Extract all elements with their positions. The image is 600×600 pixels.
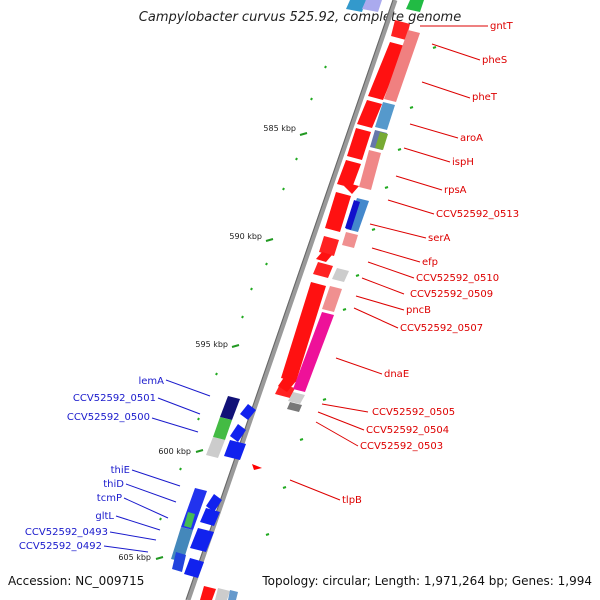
gene-label-dnaE: dnaE <box>384 369 409 380</box>
gene-label-CCV52592_0505: CCV52592_0505 <box>372 407 455 418</box>
scale-label: 605 kbp <box>118 553 151 562</box>
gene-label-lemA: lemA <box>138 376 164 387</box>
gene-label-CCV52592_0503: CCV52592_0503 <box>360 441 443 452</box>
inner-dots <box>265 46 437 536</box>
gene-label-serA: serA <box>428 233 450 244</box>
gene-label-gltL: gltL <box>95 511 114 522</box>
gene-label-rpsA: rpsA <box>444 185 467 196</box>
gene-label-gntT: gntT <box>490 21 514 32</box>
scale-label: 600 kbp <box>158 447 191 456</box>
gene-label-CCV52592_0513: CCV52592_0513 <box>436 209 519 220</box>
tlpB-marker <box>252 464 262 470</box>
gene-label-CCV52592_0492: CCV52592_0492 <box>19 541 102 552</box>
forward-gene-labels: gntT pheS pheT aroA ispH rpsA CCV52592_0… <box>342 21 519 506</box>
gene-label-pheT: pheT <box>472 92 498 103</box>
genome-summary-text: Topology: circular; Length: 1,971,264 bp… <box>262 574 592 588</box>
gene-label-CCV52592_0500: CCV52592_0500 <box>67 412 150 423</box>
outer-dots <box>159 65 327 521</box>
genome-backbone <box>185 0 398 600</box>
reverse-gene-blocks <box>171 396 256 578</box>
scale-label: 595 kbp <box>195 340 228 349</box>
gene-label-pncB: pncB <box>406 305 431 316</box>
reverse-gene-labels: lemA CCV52592_0501 CCV52592_0500 thiE th… <box>19 376 164 552</box>
gene-label-thiD: thiD <box>103 479 124 490</box>
gene-label-tlpB: tlpB <box>342 495 362 506</box>
scale-label: 585 kbp <box>263 124 296 133</box>
gene-label-pheS: pheS <box>482 55 507 66</box>
gene-label-thiE: thiE <box>111 465 130 476</box>
gene-label-CCV52592_0501: CCV52592_0501 <box>73 393 156 404</box>
bottom-partial-blocks <box>200 0 382 600</box>
gene-label-CCV52592_0507: CCV52592_0507 <box>400 323 483 334</box>
forward-gene-blocks <box>275 20 410 398</box>
gene-label-aroA: aroA <box>460 133 483 144</box>
gene-label-CCV52592_0504: CCV52592_0504 <box>366 425 449 436</box>
forward-label-connectors <box>289 25 488 501</box>
gene-label-tcmP: tcmP <box>97 493 122 504</box>
scale-label: 590 kbp <box>229 232 262 241</box>
accession-text: Accession: NC_009715 <box>8 574 145 588</box>
scale-labels: 585 kbp 590 kbp 595 kbp 600 kbp 605 kbp <box>118 124 296 562</box>
map-title: Campylobacter curvus 525.92, complete ge… <box>138 10 462 25</box>
gene-label-CCV52592_0510: CCV52592_0510 <box>416 273 499 284</box>
gene-label-CCV52592_0493: CCV52592_0493 <box>25 527 108 538</box>
scale-ticks <box>155 132 308 560</box>
gene-label-efp: efp <box>422 257 438 268</box>
gene-label-ispH: ispH <box>452 157 474 168</box>
gene-label-CCV52592_0509: CCV52592_0509 <box>410 289 493 300</box>
forward-secondary-tracks <box>287 0 424 412</box>
reverse-label-connectors <box>103 379 211 553</box>
